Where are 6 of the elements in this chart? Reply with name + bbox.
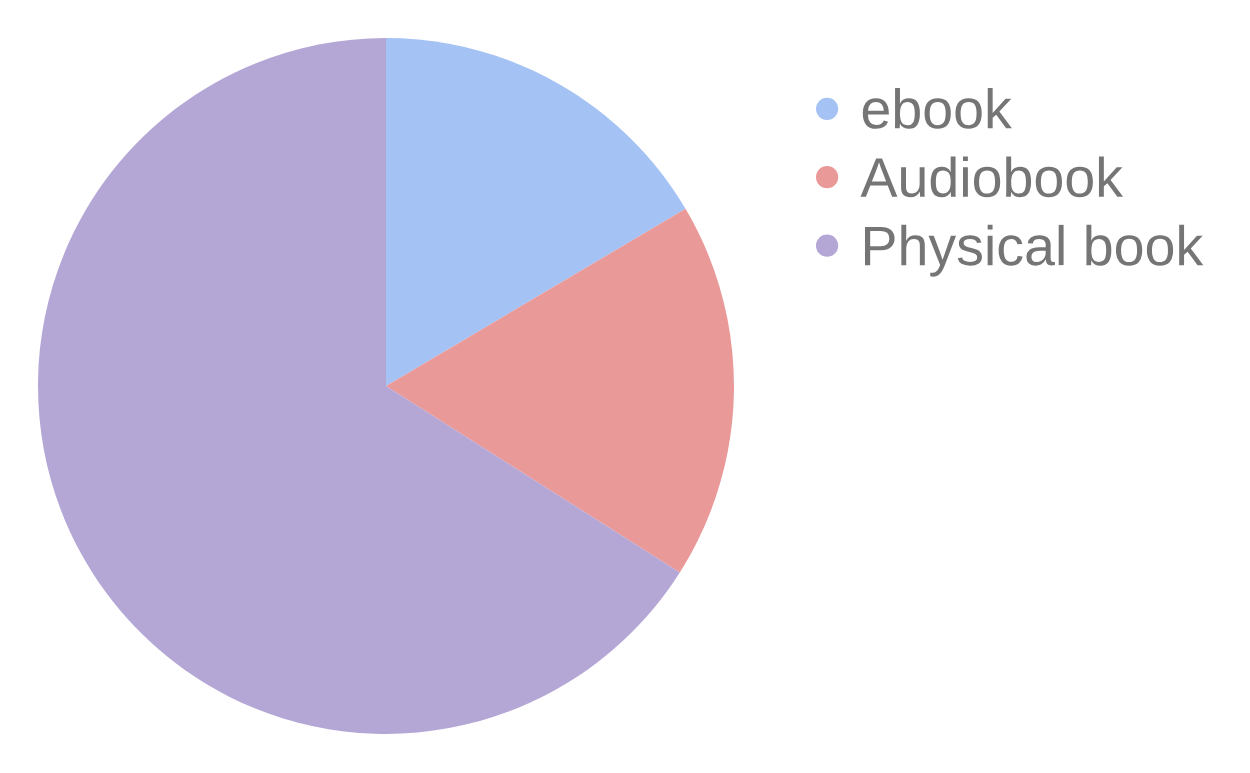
legend-label: Physical book	[864, 224, 1204, 277]
pie-slice	[386, 37, 686, 386]
pie-slice	[38, 37, 680, 734]
legend-label: Audiobook	[860, 156, 1124, 198]
pie-slice	[386, 208, 734, 573]
legend-label: ebook	[862, 87, 1012, 129]
